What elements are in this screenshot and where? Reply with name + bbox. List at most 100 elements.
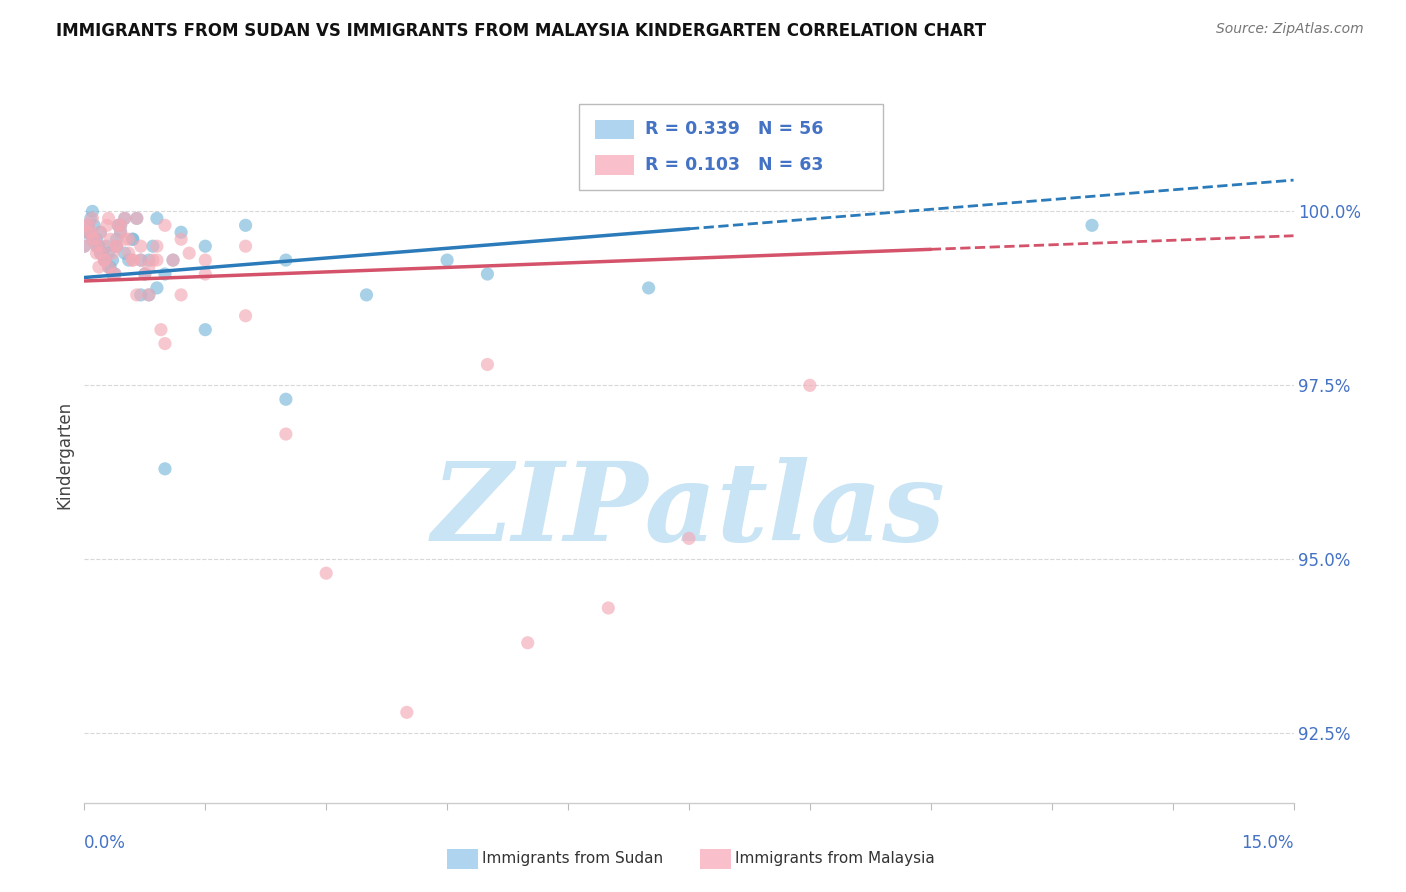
Text: 0.0%: 0.0% xyxy=(84,834,127,852)
Point xyxy=(110,219,132,233)
Point xyxy=(121,232,143,246)
Point xyxy=(315,566,337,581)
Text: R = 0.339   N = 56: R = 0.339 N = 56 xyxy=(645,120,824,138)
Point xyxy=(114,232,136,246)
Point xyxy=(96,239,118,253)
Point xyxy=(179,246,201,260)
Point xyxy=(134,267,156,281)
Point xyxy=(129,253,152,268)
Point xyxy=(86,239,108,253)
Point xyxy=(98,260,121,274)
Point xyxy=(93,253,115,268)
Point xyxy=(82,232,104,246)
Point xyxy=(153,219,176,233)
Point xyxy=(129,253,152,268)
Point xyxy=(170,288,193,302)
Point xyxy=(110,225,132,239)
Point xyxy=(101,267,124,281)
Point xyxy=(105,239,128,253)
Point xyxy=(101,246,124,260)
Point xyxy=(97,260,120,274)
Point xyxy=(637,281,659,295)
Point xyxy=(516,636,538,650)
Point xyxy=(87,260,110,274)
Point xyxy=(436,253,458,268)
Point xyxy=(194,267,217,281)
Point xyxy=(142,253,165,268)
Point xyxy=(82,232,104,246)
Point xyxy=(114,246,136,260)
Point xyxy=(194,323,217,337)
Point xyxy=(395,706,418,720)
Point xyxy=(73,239,96,253)
Point xyxy=(274,392,297,407)
Point xyxy=(125,211,148,226)
Point xyxy=(86,232,108,246)
Point xyxy=(93,253,115,268)
Point xyxy=(149,323,172,337)
Point xyxy=(110,219,132,233)
Point xyxy=(118,246,141,260)
Point xyxy=(121,253,143,268)
Text: ZIPatlas: ZIPatlas xyxy=(432,457,946,565)
Point xyxy=(114,211,136,226)
Point xyxy=(97,211,120,226)
Point xyxy=(77,225,100,239)
Point xyxy=(104,267,127,281)
Point xyxy=(146,211,169,226)
Point xyxy=(356,288,378,302)
Point xyxy=(96,219,118,233)
Point xyxy=(89,225,111,239)
Point xyxy=(83,219,105,233)
Y-axis label: Kindergarten: Kindergarten xyxy=(55,401,73,509)
Point xyxy=(1081,219,1104,233)
Point xyxy=(101,267,124,281)
Point xyxy=(274,253,297,268)
Point xyxy=(104,267,127,281)
Point xyxy=(93,253,115,268)
Point xyxy=(89,246,111,260)
Point xyxy=(118,232,141,246)
Point xyxy=(97,246,120,260)
Point xyxy=(82,211,104,226)
Point xyxy=(77,219,100,233)
Point xyxy=(142,239,165,253)
Point xyxy=(107,219,129,233)
Point xyxy=(477,267,499,281)
Text: 15.0%: 15.0% xyxy=(1241,834,1294,852)
Point xyxy=(91,239,114,253)
Point xyxy=(83,232,105,246)
Point xyxy=(235,239,257,253)
Text: R = 0.103   N = 63: R = 0.103 N = 63 xyxy=(645,156,824,174)
Point xyxy=(138,253,160,268)
Text: Immigrants from Malaysia: Immigrants from Malaysia xyxy=(735,852,935,866)
Point xyxy=(235,309,257,323)
Point xyxy=(86,239,108,253)
Point xyxy=(73,225,96,239)
Text: IMMIGRANTS FROM SUDAN VS IMMIGRANTS FROM MALAYSIA KINDERGARTEN CORRELATION CHART: IMMIGRANTS FROM SUDAN VS IMMIGRANTS FROM… xyxy=(56,22,987,40)
Point xyxy=(598,601,620,615)
Point xyxy=(134,267,156,281)
Point xyxy=(194,253,217,268)
Point xyxy=(138,288,160,302)
Point xyxy=(110,225,132,239)
Point xyxy=(101,253,124,268)
Point xyxy=(138,288,160,302)
Point xyxy=(77,225,100,239)
Point xyxy=(80,211,103,226)
Point xyxy=(77,219,100,233)
Point xyxy=(105,239,128,253)
Point xyxy=(86,246,108,260)
Point xyxy=(82,204,104,219)
Point xyxy=(477,358,499,372)
Point xyxy=(153,462,176,476)
Point xyxy=(87,239,110,253)
Point xyxy=(105,239,128,253)
Point xyxy=(153,336,176,351)
Point xyxy=(93,253,115,268)
Point xyxy=(162,253,184,268)
Text: Immigrants from Sudan: Immigrants from Sudan xyxy=(482,852,664,866)
Point xyxy=(114,211,136,226)
Point xyxy=(146,253,169,268)
Point xyxy=(73,239,96,253)
